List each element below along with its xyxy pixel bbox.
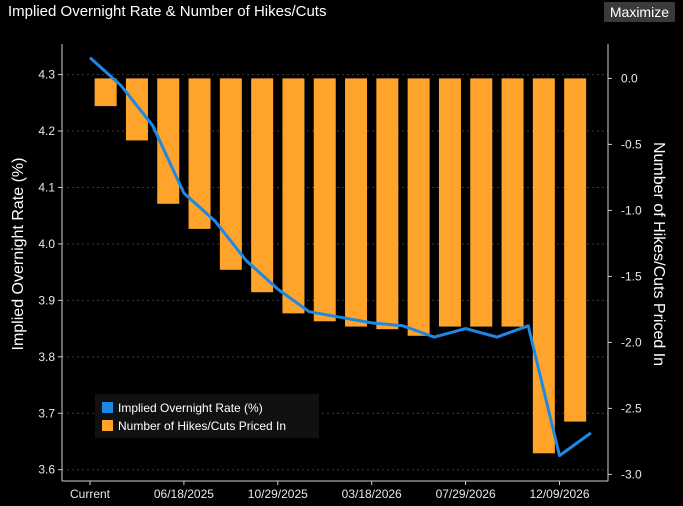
x-tick-label: 06/18/2025 bbox=[154, 487, 214, 501]
bar bbox=[282, 78, 305, 314]
title-bar: Implied Overnight Rate & Number of Hikes… bbox=[0, 0, 683, 24]
rate-line bbox=[88, 56, 592, 458]
bar bbox=[251, 78, 274, 293]
right-tick-label: -2.5 bbox=[621, 401, 642, 415]
right-tick-label: -3.0 bbox=[621, 467, 642, 481]
legend-box bbox=[95, 394, 319, 438]
bar bbox=[125, 78, 148, 141]
right-tick-label: -0.5 bbox=[621, 137, 642, 151]
right-tick-label: 0.0 bbox=[621, 71, 638, 85]
right-tick-label: -1.0 bbox=[621, 203, 642, 217]
bar bbox=[219, 78, 242, 270]
legend: Implied Overnight Rate (%) Number of Hik… bbox=[95, 394, 319, 438]
bar bbox=[564, 78, 587, 422]
x-axis: Current 06/18/2025 10/29/2025 03/18/2026 07/… bbox=[62, 480, 608, 501]
bar-series bbox=[94, 78, 587, 454]
bar bbox=[376, 78, 399, 330]
left-tick-label: 4.3 bbox=[38, 68, 55, 82]
x-tick-label: 10/29/2025 bbox=[248, 487, 308, 501]
left-tick-label: 4.1 bbox=[38, 180, 55, 194]
right-axis-title: Number of Hikes/Cuts Priced In bbox=[650, 142, 667, 366]
right-tick-label: -2.0 bbox=[621, 335, 642, 349]
legend-label-line: Implied Overnight Rate (%) bbox=[118, 401, 263, 415]
left-tick-label: 4.0 bbox=[38, 237, 55, 251]
right-tick-label: -1.5 bbox=[621, 269, 642, 283]
bar bbox=[470, 78, 493, 327]
x-tick-label: Current bbox=[70, 487, 111, 501]
x-tick-label: 07/29/2026 bbox=[436, 487, 496, 501]
left-tick-label: 3.7 bbox=[38, 406, 55, 420]
left-tick-label: 3.6 bbox=[38, 463, 55, 477]
chart-title: Implied Overnight Rate & Number of Hikes… bbox=[8, 3, 327, 20]
legend-swatch-bar bbox=[102, 420, 113, 431]
bar bbox=[313, 78, 336, 322]
right-axis: 0.0 -0.5 -1.0 -1.5 -2.0 -2.5 -3.0 bbox=[607, 44, 642, 481]
line-series bbox=[88, 56, 592, 458]
legend-label-bar: Number of Hikes/Cuts Priced In bbox=[118, 419, 286, 433]
maximize-button[interactable]: Maximize bbox=[603, 2, 675, 22]
left-axis-title: Implied Overnight Rate (%) bbox=[10, 158, 27, 351]
bar bbox=[345, 78, 368, 327]
left-tick-label: 3.9 bbox=[38, 293, 55, 307]
bar bbox=[532, 78, 555, 454]
x-tick-label: 03/18/2026 bbox=[342, 487, 402, 501]
left-axis: 4.3 4.2 4.1 4.0 3.9 3.8 3.7 3.6 bbox=[38, 44, 63, 481]
bar bbox=[94, 78, 117, 107]
bar bbox=[438, 78, 461, 327]
bar bbox=[188, 78, 211, 229]
left-tick-label: 4.2 bbox=[38, 124, 55, 138]
bar bbox=[407, 78, 430, 336]
bar bbox=[501, 78, 524, 327]
left-tick-label: 3.8 bbox=[38, 350, 55, 364]
legend-swatch-line bbox=[102, 402, 113, 413]
x-tick-label: 12/09/2026 bbox=[529, 487, 589, 501]
